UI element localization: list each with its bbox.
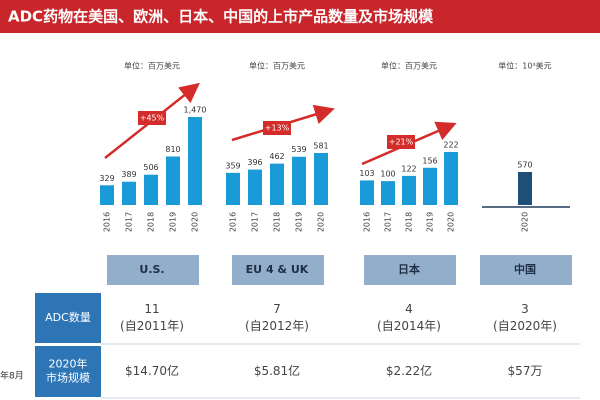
bar: [518, 171, 532, 205]
bar: [144, 174, 158, 205]
x-tick-label: 2016: [229, 212, 238, 232]
table-cell: 3: [521, 302, 529, 316]
bar: [314, 152, 328, 205]
table-cell: (自2012年): [245, 319, 309, 333]
value-label: 462: [269, 152, 284, 161]
value-label: 581: [313, 141, 328, 150]
x-tick-label: 2018: [147, 212, 156, 232]
row-header: 2020年: [49, 357, 88, 371]
table-cell: (自2011年): [120, 319, 184, 333]
x-tick-label: 2019: [426, 212, 435, 232]
growth-label: +21%: [389, 138, 414, 147]
growth-box: [263, 121, 291, 135]
bar: [248, 169, 262, 205]
region-box: [364, 255, 456, 285]
value-label: 359: [225, 161, 240, 170]
x-tick-label: 2020: [191, 212, 200, 232]
x-tick-label: 2016: [363, 212, 372, 232]
title-bar: [0, 0, 600, 33]
x-tick-label: 2019: [295, 212, 304, 232]
unit-label: 单位：百万美元: [249, 61, 305, 71]
table-cell: 7: [273, 302, 281, 316]
bar: [381, 181, 395, 205]
value-label: 810: [165, 145, 180, 154]
x-tick-label: 2017: [125, 212, 134, 232]
growth-box: [387, 135, 415, 149]
growth-label: +45%: [140, 114, 165, 123]
side-note: 年8月: [0, 370, 24, 382]
bar: [188, 116, 202, 205]
value-label: 570: [517, 160, 532, 169]
bar: [270, 163, 284, 205]
x-tick-label: 2020: [521, 212, 530, 232]
row-header: 市场规模: [46, 371, 90, 385]
row-header-cell: [35, 346, 101, 397]
value-label: 389: [121, 170, 136, 179]
value-label: 539: [291, 145, 306, 154]
x-tick-label: 2020: [317, 212, 326, 232]
value-label: 122: [401, 164, 416, 173]
table-cell: $5.81亿: [254, 363, 300, 378]
x-tick-label: 2016: [103, 212, 112, 232]
value-label: 1,470: [184, 105, 207, 114]
value-label: 156: [422, 156, 437, 165]
x-tick-label: 2018: [405, 212, 414, 232]
growth-label: +13%: [265, 124, 290, 133]
bar: [360, 180, 374, 205]
unit-label: 单位：百万美元: [124, 61, 180, 71]
x-tick-label: 2018: [273, 212, 282, 232]
bar: [166, 156, 180, 205]
x-tick-label: 2020: [447, 212, 456, 232]
row-header-cell: [35, 293, 101, 343]
region-box: [232, 255, 324, 285]
bar: [122, 181, 136, 205]
bar: [226, 172, 240, 205]
x-tick-label: 2017: [251, 212, 260, 232]
row-header: ADC数量: [45, 311, 91, 324]
bar: [292, 156, 306, 205]
x-tick-label: 2017: [384, 212, 393, 232]
table-cell: $2.22亿: [386, 363, 432, 378]
region-label: EU 4 & UK: [246, 263, 309, 276]
title: ADC药物在美国、欧洲、日本、中国的上市产品数量及市场规模: [8, 8, 434, 26]
table-cell: $57万: [508, 364, 543, 378]
region-box: [480, 255, 572, 285]
value-label: 329: [99, 174, 114, 183]
value-label: 222: [443, 141, 458, 150]
table-cell: (自2014年): [377, 319, 441, 333]
value-label: 103: [359, 169, 374, 178]
bar: [402, 175, 416, 205]
table-cell: $14.70亿: [125, 363, 179, 378]
bar: [100, 185, 114, 205]
table-cell: (自2020年): [493, 319, 557, 333]
value-label: 100: [380, 170, 395, 179]
table-cell: 4: [405, 302, 413, 316]
region-label: 中国: [514, 262, 536, 276]
x-tick-label: 2019: [169, 212, 178, 232]
growth-box: [138, 111, 166, 125]
region-label: 日本: [398, 262, 420, 276]
unit-label: 单位：10³美元: [498, 61, 551, 71]
region-box: [107, 255, 199, 285]
value-label: 396: [247, 158, 262, 167]
value-label: 506: [143, 163, 158, 172]
table-cell: 11: [144, 302, 159, 316]
bar: [444, 152, 458, 205]
unit-label: 单位：百万美元: [381, 61, 437, 71]
bar: [423, 167, 437, 205]
region-label: U.S.: [139, 263, 164, 276]
